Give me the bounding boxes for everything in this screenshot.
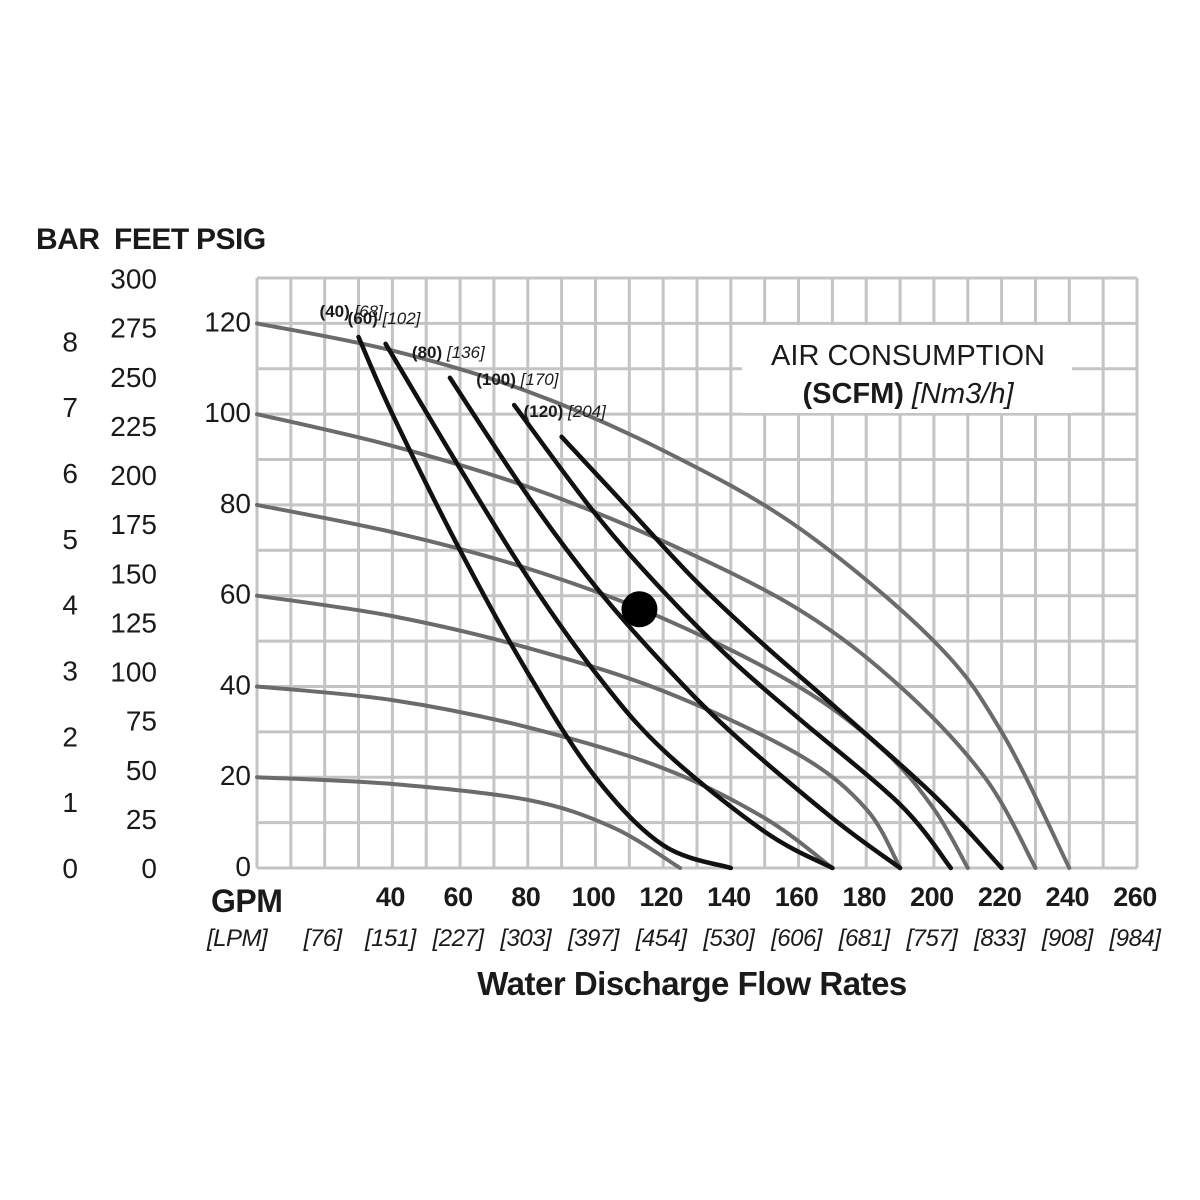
x-tick-gpm: 100	[572, 882, 616, 912]
y-tick-bar: 1	[62, 787, 78, 818]
air-curve-scfm-label: (100)	[476, 370, 520, 389]
pressure-curve-40-psig	[255, 684, 835, 870]
x-tick-lpm: [984]	[1109, 925, 1163, 952]
x-tick-lpm: [757]	[905, 925, 959, 952]
air-curve-nm3h-label: [204]	[567, 402, 607, 421]
y-tick-feet: 150	[110, 558, 157, 589]
y-tick-psig: 0	[235, 851, 251, 882]
y-tick-feet: 300	[110, 264, 157, 295]
x-unit-lpm: [LPM]	[206, 925, 269, 952]
x-tick-gpm: 160	[775, 882, 819, 912]
pressure-curve-20-psig	[255, 775, 683, 870]
y-header-feet: FEET	[114, 223, 189, 256]
y-tick-psig: 40	[220, 669, 251, 700]
x-tick-lpm: [454]	[635, 925, 689, 952]
x-tick-lpm: [397]	[567, 925, 621, 952]
operating-point-marker	[621, 591, 658, 628]
y-tick-bar: 2	[62, 721, 78, 752]
x-tick-lpm: [303]	[499, 925, 553, 952]
x-tick-gpm: 240	[1046, 882, 1090, 912]
x-tick-lpm: [681]	[838, 925, 892, 952]
air-curve-scfm-label: (120)	[524, 402, 568, 421]
x-tick-gpm: 40	[376, 882, 405, 912]
air-curve-label-2: (80) [136]	[412, 343, 486, 362]
x-axis-title: Water Discharge Flow Rates	[477, 965, 907, 1002]
air-curve-label-4: (120) [204]	[524, 402, 608, 421]
pressure-curve-60-psig	[255, 593, 903, 870]
air-curve-label-1: (60) [102]	[348, 309, 422, 328]
x-tick-lpm: [908]	[1041, 925, 1095, 952]
legend-title: AIR CONSUMPTION	[771, 340, 1045, 372]
air-curve-scfm-label: (40)	[320, 302, 355, 321]
air-curve-nm3h-label: [102]	[382, 309, 422, 328]
legend-subtitle: (SCFM) [Nm3/h]	[802, 378, 1014, 410]
y-tick-feet: 25	[126, 804, 157, 835]
y-axis-labels: 0204060801001200255075100125150175200225…	[62, 264, 251, 884]
x-tick-gpm: 80	[511, 882, 540, 912]
y-tick-feet: 225	[110, 411, 157, 442]
air-curve-3	[511, 402, 954, 871]
y-tick-bar: 7	[62, 392, 78, 423]
air-curve-4	[559, 434, 1004, 871]
air-curve-label-0: (40) [68]	[320, 302, 385, 321]
x-tick-gpm: 200	[910, 882, 954, 912]
y-tick-psig: 20	[220, 760, 251, 791]
y-tick-bar: 3	[62, 656, 78, 687]
y-tick-feet: 200	[110, 460, 157, 491]
air-curve-scfm-label: (60)	[348, 309, 383, 328]
y-tick-psig: 100	[204, 397, 251, 428]
air-curve-0	[356, 334, 734, 871]
x-unit-gpm: GPM	[211, 883, 282, 919]
y-tick-bar: 5	[62, 524, 78, 555]
y-tick-feet: 50	[126, 755, 157, 786]
air-curve-2	[447, 375, 903, 871]
x-axis-labels: [76] 40 [151] 60 [227] 80 [303] 100 [397] 120 [454…	[303, 882, 1163, 952]
y-tick-bar: 0	[62, 853, 78, 884]
x-tick-gpm: 180	[842, 882, 886, 912]
y-header-psig: PSIG	[196, 223, 266, 256]
y-tick-feet: 0	[141, 853, 157, 884]
y-header-bar: BAR	[36, 223, 100, 256]
x-tick-gpm: 120	[639, 882, 683, 912]
legend-box	[742, 325, 1072, 413]
y-tick-feet: 75	[126, 706, 157, 737]
legend-subtitle-nm3h: [Nm3/h]	[911, 378, 1014, 410]
legend-subtitle-scfm: (SCFM)	[802, 378, 903, 410]
y-tick-psig: 120	[204, 306, 251, 337]
chart-marks	[621, 591, 658, 628]
x-tick-gpm: 260	[1113, 882, 1157, 912]
air-curve-nm3h-label: [136]	[446, 343, 486, 362]
x-tick-lpm: [606]	[770, 925, 824, 952]
x-tick-lpm: [76]	[303, 925, 344, 952]
x-tick-lpm: [530]	[702, 925, 756, 952]
y-tick-feet: 100	[110, 657, 157, 688]
pressure-curve-80-psig	[255, 502, 970, 870]
y-tick-psig: 80	[220, 488, 251, 519]
y-tick-bar: 8	[62, 326, 78, 357]
air-curve-scfm-label: (80)	[412, 343, 447, 362]
y-tick-feet: 275	[110, 313, 157, 344]
y-tick-feet: 175	[110, 509, 157, 540]
x-tick-lpm: [227]	[432, 925, 486, 952]
pressure-curve-120-psig	[255, 321, 1072, 870]
x-tick-gpm: 60	[444, 882, 473, 912]
y-tick-psig: 60	[220, 579, 251, 610]
y-tick-bar: 6	[62, 458, 78, 489]
chart-grid	[255, 276, 1139, 870]
x-tick-lpm: [151]	[364, 925, 418, 952]
air-curve-nm3h-label: [68]	[354, 302, 385, 321]
y-tick-feet: 125	[110, 607, 157, 638]
x-tick-gpm: 140	[707, 882, 751, 912]
air-consumption-curves: (40) [68](60) [102] (80) [136] (100) [170]…	[320, 302, 1004, 871]
y-tick-bar: 4	[62, 590, 78, 621]
air-curve-nm3h-label: [170]	[520, 370, 560, 389]
x-tick-gpm: 220	[978, 882, 1022, 912]
air-curve-1	[383, 341, 835, 871]
air-curve-label-3: (100) [170]	[476, 370, 560, 389]
y-tick-feet: 250	[110, 362, 157, 393]
x-tick-lpm: [833]	[973, 925, 1027, 952]
